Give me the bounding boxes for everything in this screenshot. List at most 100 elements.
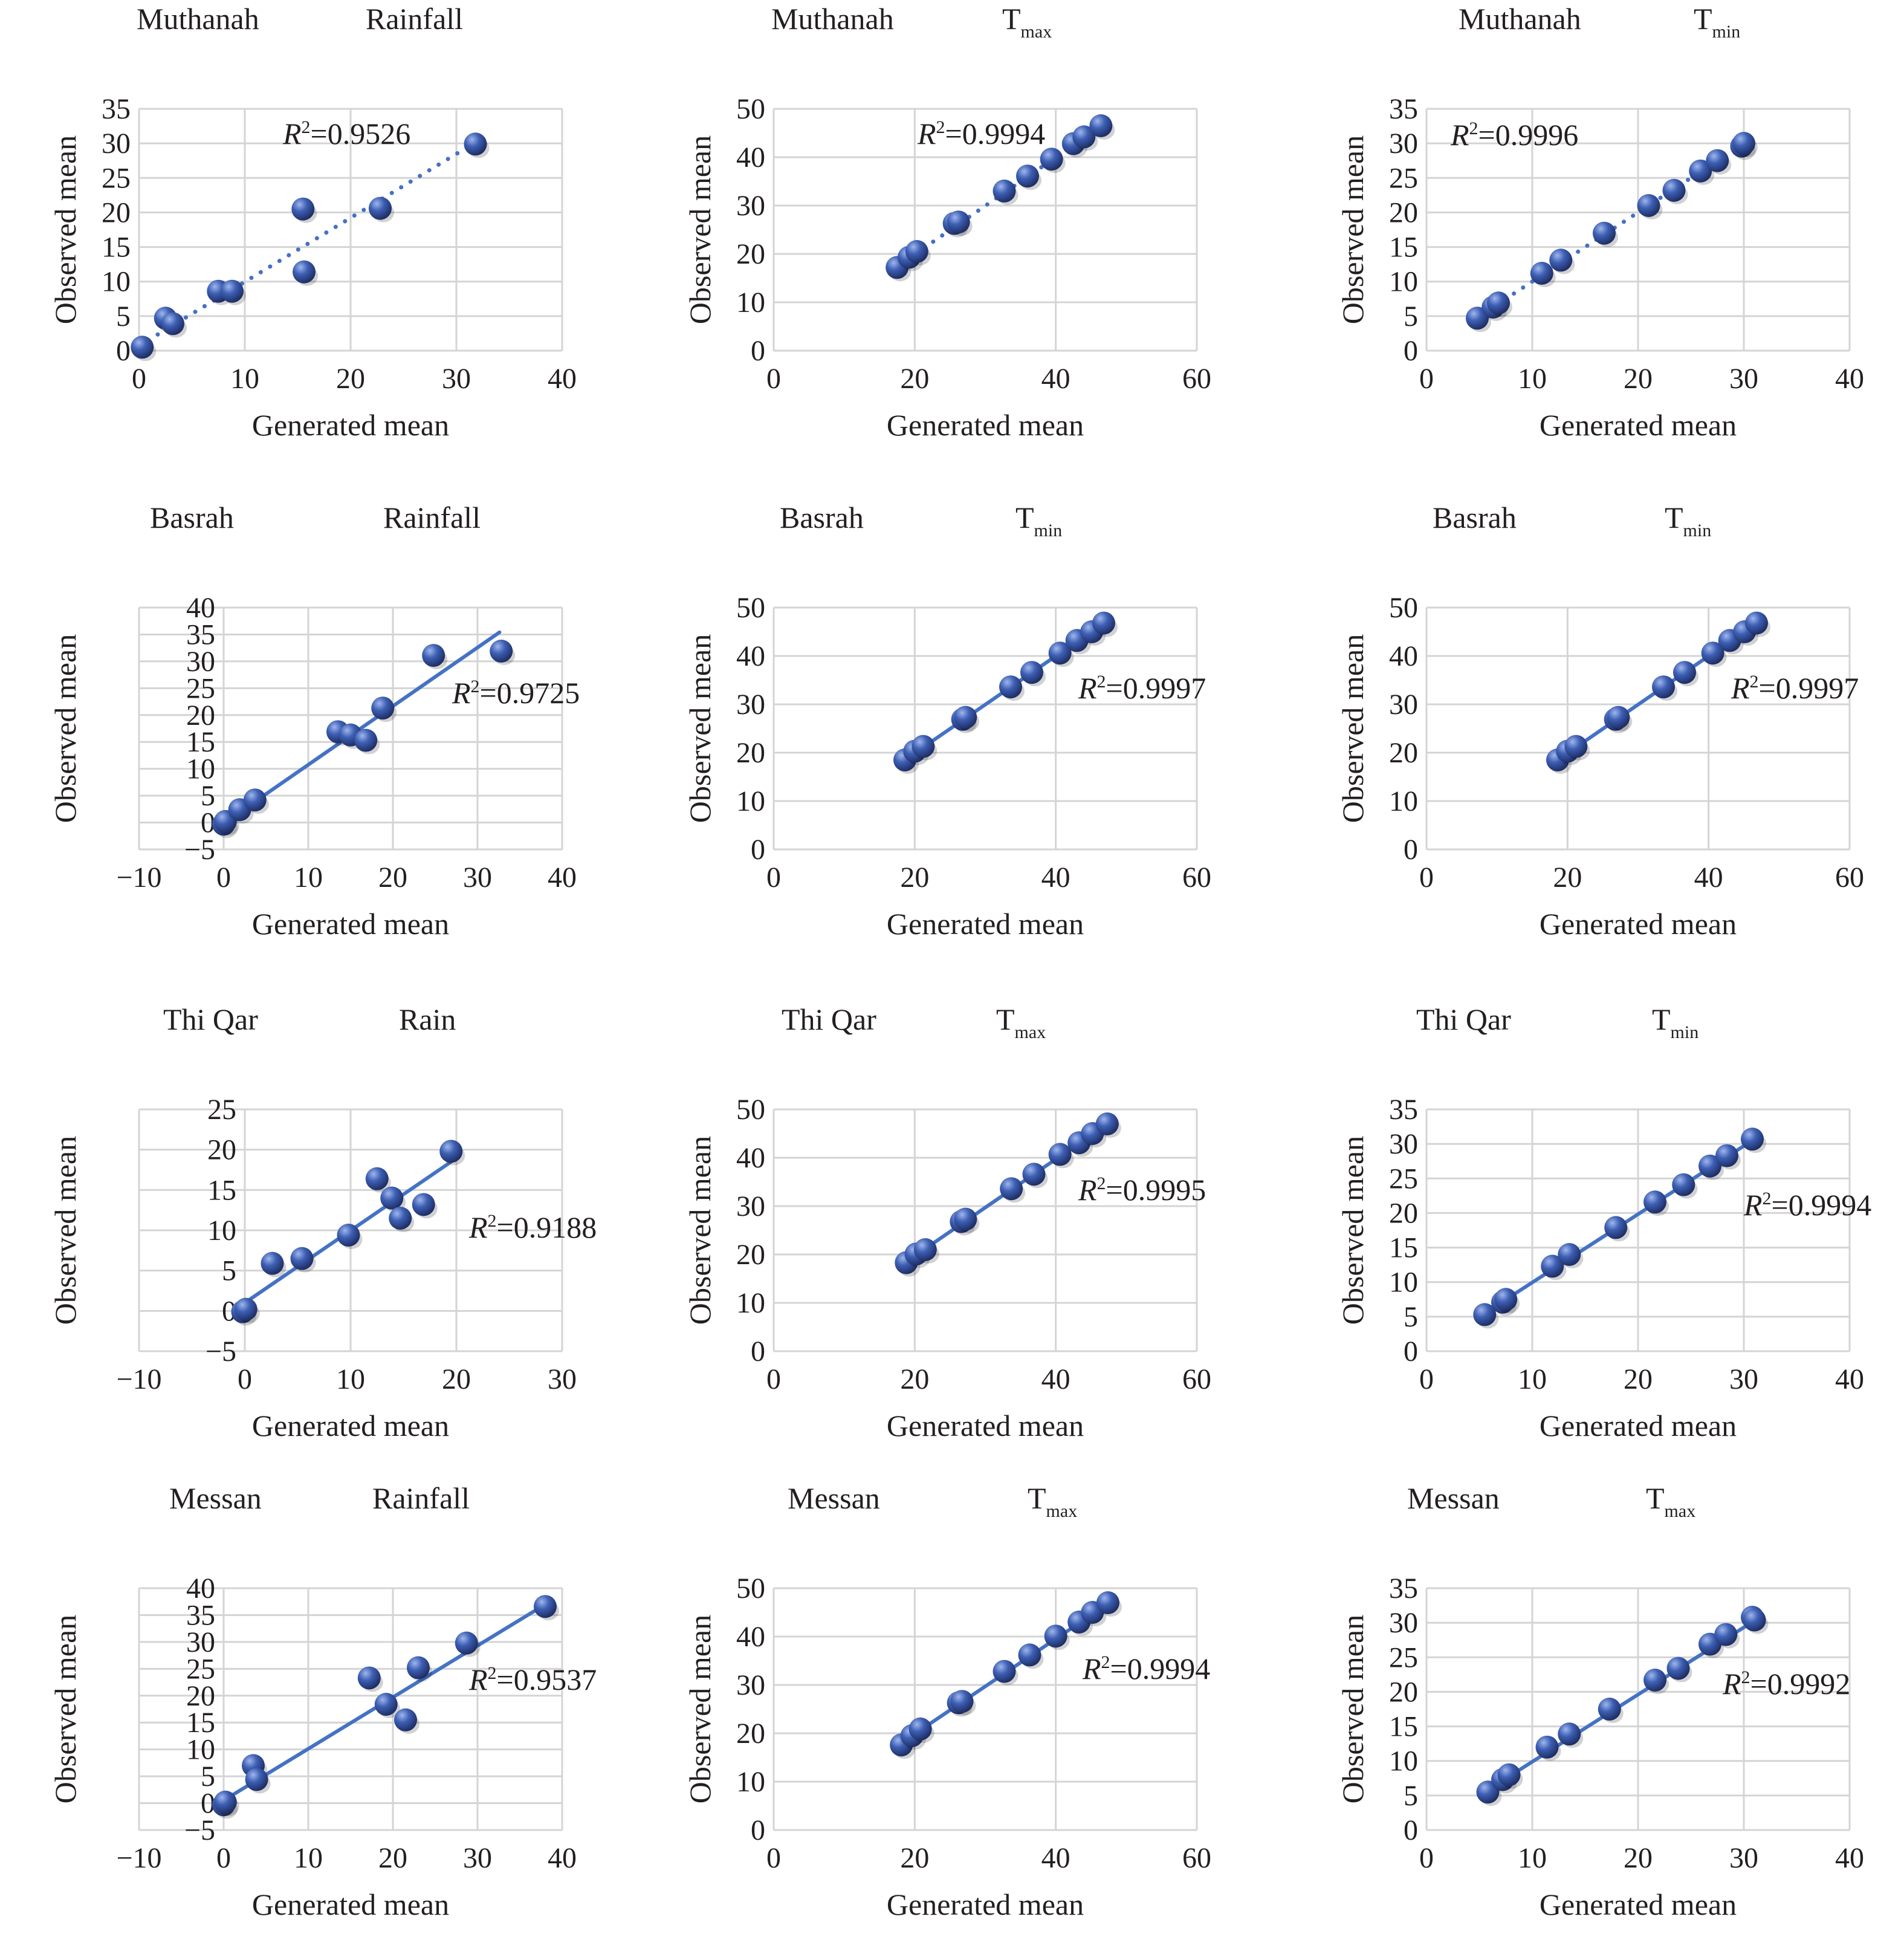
- x-tick-label: 10: [1518, 1363, 1547, 1395]
- y-tick-label: 20: [736, 1239, 765, 1271]
- data-point: [1044, 1624, 1067, 1648]
- y-axis-label: Observed mean: [1336, 135, 1370, 324]
- data-point: [1048, 641, 1072, 665]
- panel-variable-label: Tmax: [996, 1002, 1046, 1043]
- data-point: [908, 1717, 932, 1741]
- x-tick-label: 0: [1419, 363, 1434, 395]
- y-tick-label: 10: [736, 1287, 765, 1319]
- y-tick-label: 10: [736, 287, 765, 319]
- x-axis-label: Generated mean: [1540, 1887, 1737, 1921]
- data-point: [1558, 1243, 1581, 1266]
- y-tick-label: 30: [736, 689, 765, 721]
- data-point: [234, 1297, 257, 1321]
- x-tick-label: 30: [1729, 363, 1758, 395]
- y-tick-label: 50: [736, 592, 765, 624]
- data-point: [261, 1251, 284, 1275]
- x-tick-label: 20: [1624, 363, 1653, 395]
- y-tick-label: 20: [1389, 1197, 1418, 1229]
- y-tick-label: 30: [186, 646, 215, 678]
- y-tick-label: 0: [751, 1814, 765, 1846]
- y-tick-label: 20: [207, 1134, 236, 1166]
- data-point: [1715, 1144, 1738, 1167]
- x-tick-label: 40: [1041, 1363, 1070, 1395]
- x-tick-label: 0: [216, 862, 231, 894]
- y-tick-label: 0: [751, 335, 765, 367]
- x-tick-label: 20: [378, 1842, 407, 1874]
- x-tick-label: 20: [900, 1842, 929, 1874]
- x-tick-label: 60: [1182, 363, 1211, 395]
- data-point: [954, 706, 977, 729]
- r-squared-label: R2=0.9996: [1450, 118, 1578, 152]
- data-point: [1096, 1591, 1119, 1614]
- y-tick-label: 25: [1389, 1641, 1418, 1673]
- data-point: [1018, 1643, 1041, 1667]
- r-squared-label: R2=0.9997: [1078, 671, 1206, 705]
- y-tick-label: 30: [1389, 1128, 1418, 1160]
- data-point: [161, 312, 184, 336]
- panel-variable-label: Tmax: [1646, 1481, 1695, 1522]
- y-tick-label: 30: [1389, 128, 1418, 160]
- variable-name: T: [1665, 501, 1683, 534]
- x-tick-label: 0: [1419, 1842, 1434, 1874]
- chart-panel: Basrah Rainfall −5 0 5 10 15 20 25 30 35 40 −10 0 10…: [0, 499, 623, 976]
- variable-subscript: max: [1020, 22, 1052, 42]
- x-axis-label: Generated mean: [887, 408, 1084, 442]
- data-point: [1089, 114, 1113, 137]
- y-tick-label: 30: [736, 190, 765, 222]
- y-tick-label: 50: [736, 1572, 765, 1605]
- y-tick-label: 15: [186, 726, 215, 758]
- variable-subscript: min: [1670, 1022, 1699, 1042]
- y-tick-label: 35: [1389, 1572, 1418, 1605]
- y-tick-label: 50: [1389, 592, 1418, 624]
- gridlines: [138, 108, 563, 352]
- data-point: [1652, 675, 1675, 699]
- panel-variable-label: Tmax: [1028, 1481, 1077, 1522]
- x-tick-label: 0: [132, 363, 146, 395]
- data-point: [913, 1238, 937, 1261]
- x-tick-label: 0: [766, 1363, 781, 1395]
- data-point: [992, 180, 1016, 203]
- y-axis-label: Observed mean: [683, 634, 717, 823]
- y-tick-label: 30: [736, 1669, 765, 1701]
- y-tick-label: 10: [1389, 266, 1418, 298]
- chart-panel: Messan Tmax 0 10 20 30 40 50 0 20 40 60 Generated …: [635, 1479, 1257, 1957]
- x-axis-label: Generated mean: [1540, 408, 1737, 442]
- variable-name: T: [1652, 1002, 1671, 1036]
- panel-variable-label: Tmax: [1002, 1, 1052, 42]
- x-tick-label: 10: [294, 862, 323, 894]
- y-tick-label: 30: [1389, 689, 1418, 721]
- y-tick-label: 40: [736, 141, 765, 174]
- data-point: [1022, 1163, 1046, 1186]
- data-point: [1000, 1177, 1023, 1201]
- x-tick-label: 20: [900, 1363, 929, 1395]
- y-axis-label: Observed mean: [683, 1615, 717, 1803]
- y-tick-label: 30: [736, 1190, 765, 1222]
- x-tick-label: 10: [336, 1363, 365, 1395]
- variable-name: Rainfall: [372, 1481, 470, 1515]
- chart-panel: Thi Qar Rain −5 0 5 10 15 20 25 −10 0 10 20 30 Gener…: [0, 1001, 623, 1478]
- data-point: [337, 1224, 360, 1247]
- x-tick-label: 30: [442, 363, 471, 395]
- trendline: [1475, 141, 1746, 320]
- variable-name: Rain: [399, 1002, 456, 1036]
- data-point: [1698, 1154, 1721, 1178]
- y-tick-label: 5: [1404, 300, 1418, 333]
- y-tick-label: 5: [222, 1255, 236, 1287]
- y-tick-label: 10: [207, 1215, 236, 1247]
- panel-variable-label: Rain: [399, 1002, 456, 1043]
- x-tick-label: 40: [548, 862, 577, 894]
- chart-panel: Basrah Tmin 0 10 20 30 40 50 0 20 40 60 Generated …: [1287, 499, 1904, 976]
- x-axis-label: Generated mean: [252, 907, 449, 941]
- chart-panel: Basrah Tmin 0 10 20 30 40 50 0 20 40 60 Generated …: [635, 499, 1257, 976]
- r-squared-label: R2=0.9994: [1082, 1652, 1210, 1686]
- chart-panel: Muthanah Tmin 0 5 10 15 20 25 30 35 0 10 20 30 40 Gen…: [1287, 0, 1904, 478]
- data-point: [293, 260, 316, 284]
- data-point: [221, 279, 244, 303]
- data-point: [1549, 248, 1573, 272]
- y-tick-label: 35: [102, 93, 131, 125]
- variable-name: T: [1002, 2, 1021, 36]
- x-axis-label: Generated mean: [887, 907, 1084, 941]
- data-point: [1473, 1303, 1497, 1326]
- gridlines: [138, 1587, 563, 1831]
